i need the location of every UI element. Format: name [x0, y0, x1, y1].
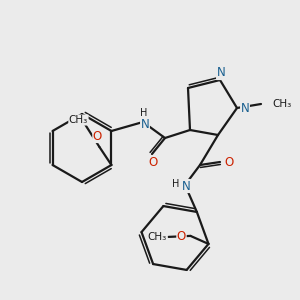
- Text: N: N: [141, 118, 149, 130]
- Text: O: O: [93, 130, 102, 142]
- Text: N: N: [182, 179, 190, 193]
- Text: H: H: [172, 179, 180, 189]
- Text: H: H: [140, 108, 148, 118]
- Text: CH₃: CH₃: [69, 115, 88, 125]
- Text: O: O: [224, 157, 234, 169]
- Text: CH₃: CH₃: [148, 232, 167, 242]
- Text: N: N: [217, 67, 225, 80]
- Text: CH₃: CH₃: [272, 99, 291, 109]
- Text: O: O: [148, 157, 158, 169]
- Text: O: O: [177, 230, 186, 243]
- Text: N: N: [241, 103, 249, 116]
